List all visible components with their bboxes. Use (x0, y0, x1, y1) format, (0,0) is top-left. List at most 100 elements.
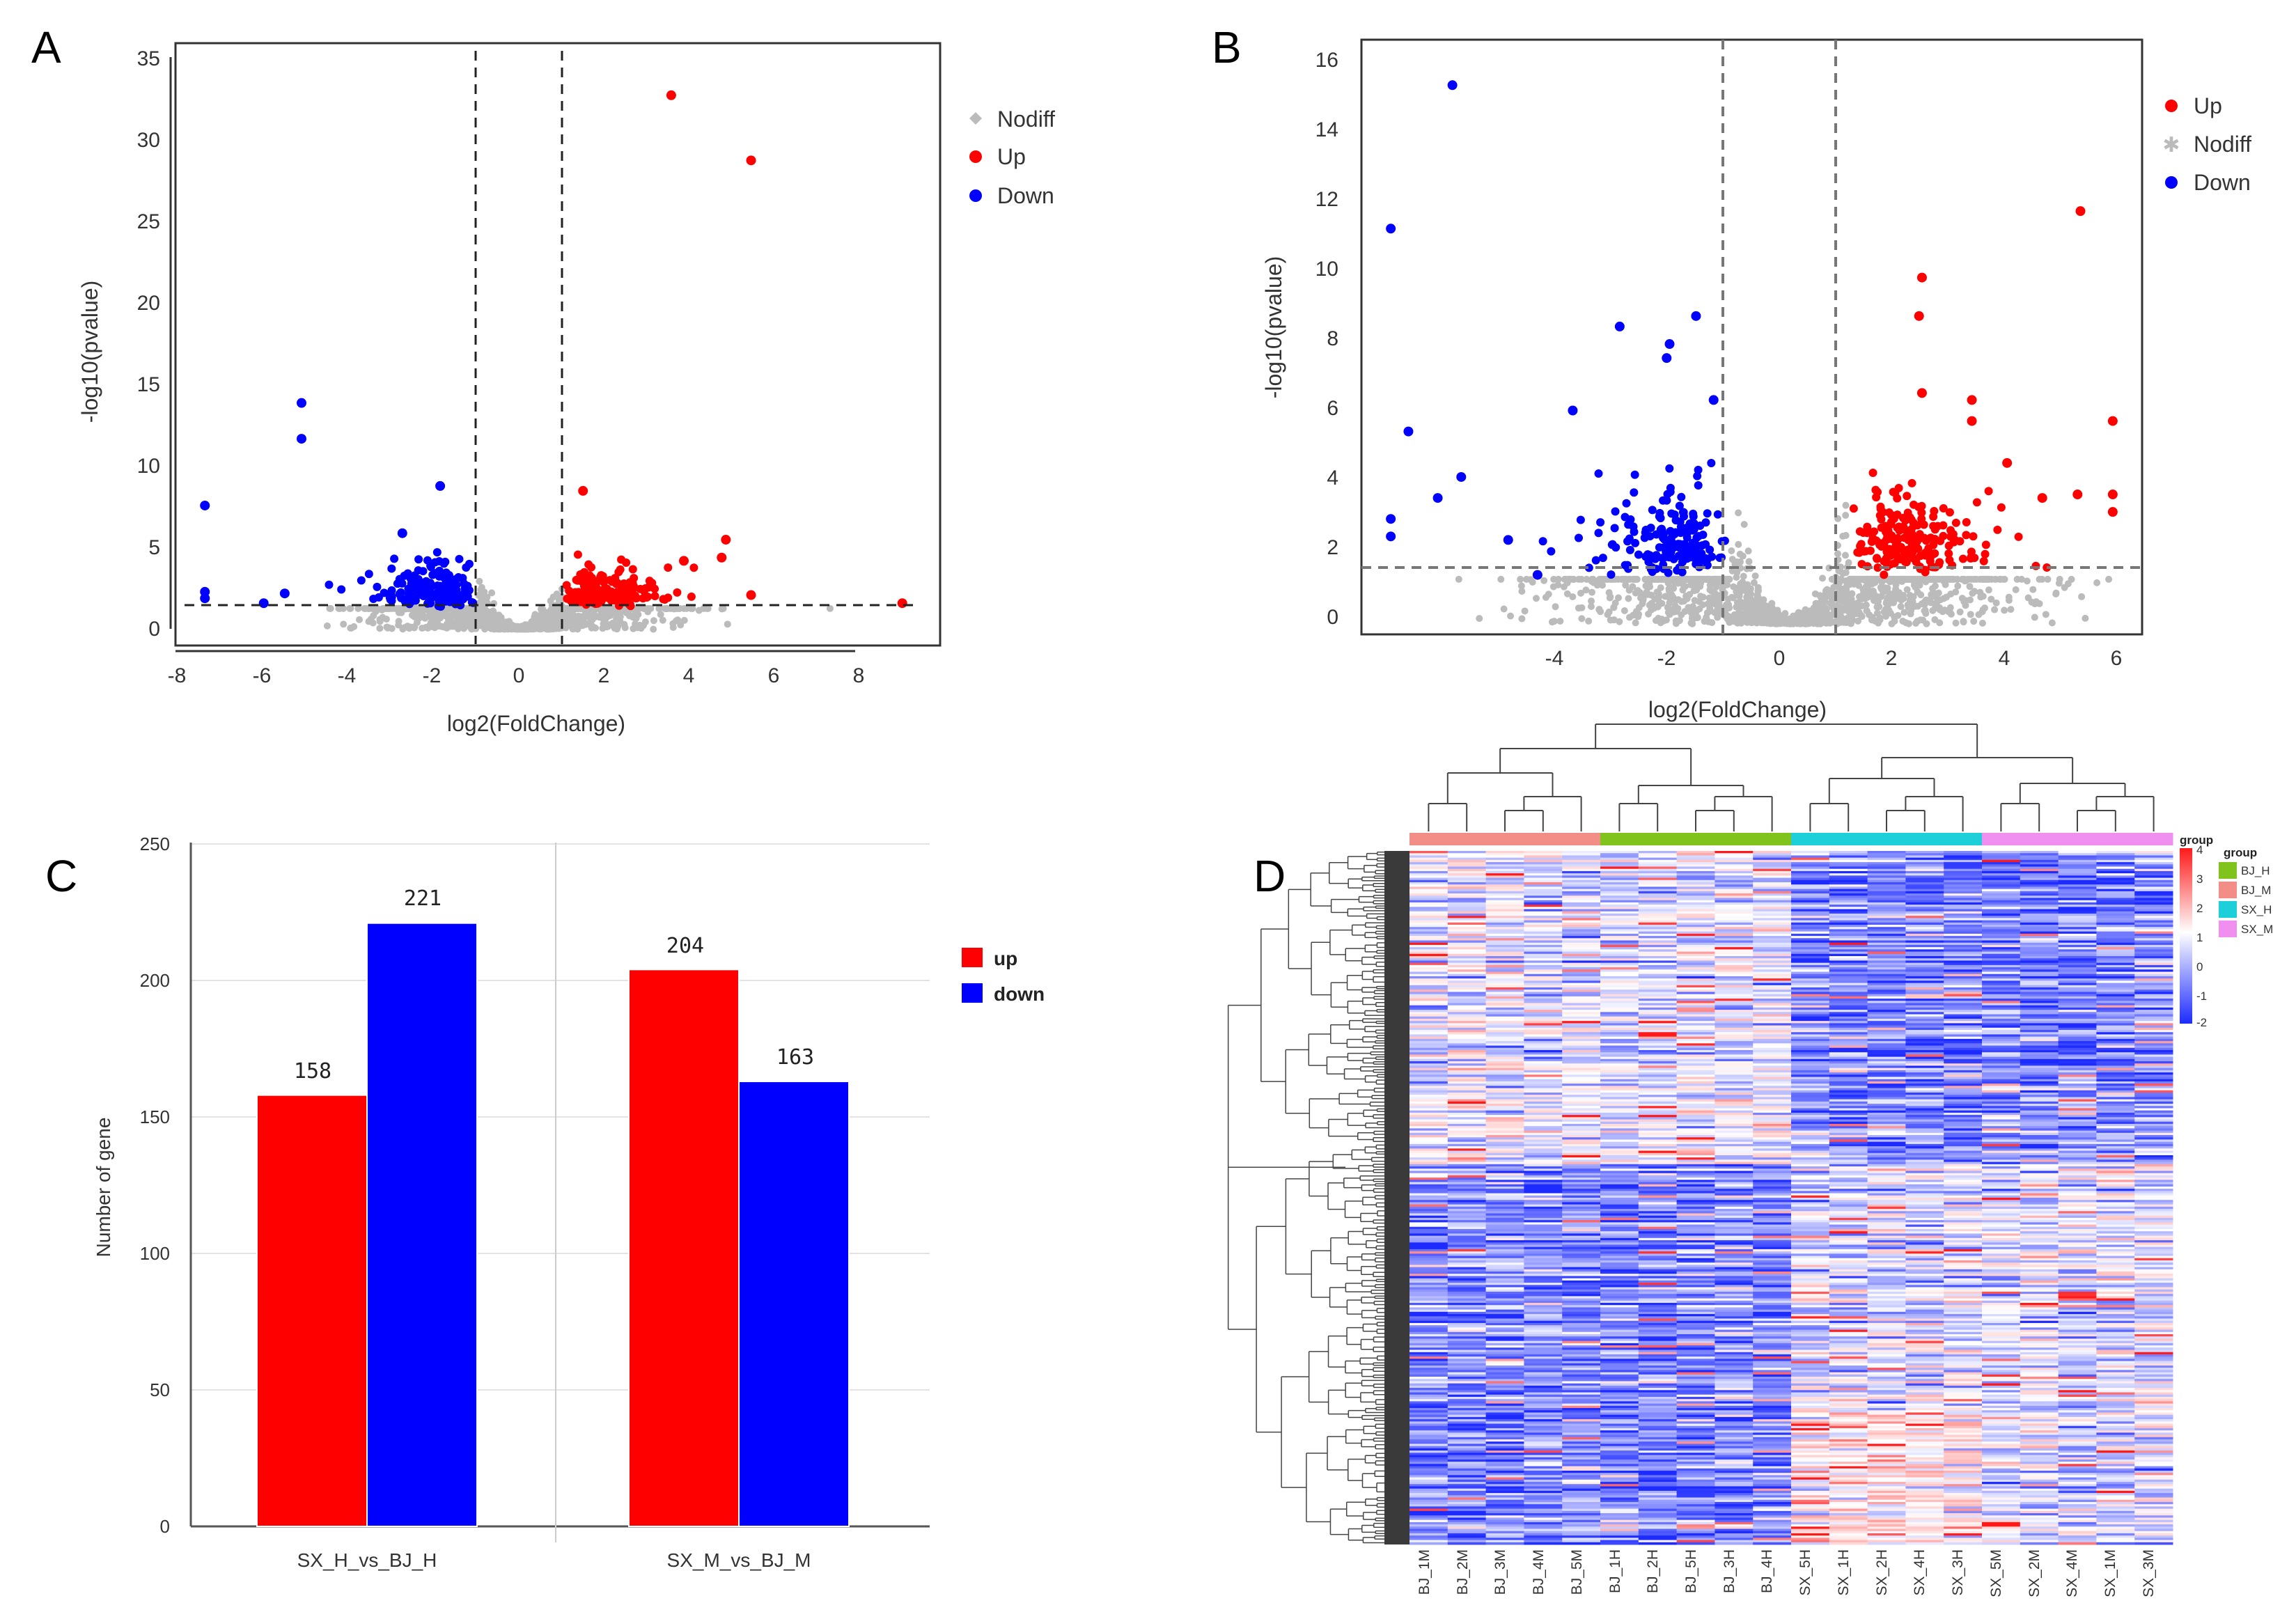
group-annotation-cell (1447, 833, 1487, 845)
heatmap-cell (1485, 891, 1524, 894)
nodiff-point (323, 622, 331, 629)
heatmap-cell (1982, 893, 2021, 896)
panel-b-ytick-label: 14 (1315, 118, 1338, 141)
panel-b-plot-frame (1360, 38, 2143, 636)
heatmap-cell (1867, 857, 1906, 861)
nodiff-point (630, 613, 637, 621)
panel-c-value-label-up-2: 204 (666, 934, 704, 958)
heatmap-cell (1753, 864, 1792, 867)
heatmap-cell (1638, 893, 1678, 896)
up-point (660, 595, 669, 604)
down-point (451, 592, 460, 601)
heatmap-cell (1638, 900, 1678, 903)
nodiff-point (1523, 575, 1531, 583)
heatmap-cell (2096, 873, 2135, 876)
heatmap-cell (1715, 870, 1754, 874)
heatmap-cell (2096, 905, 2135, 907)
heatmap-cell (1676, 866, 1715, 870)
group-annotation-cell (1562, 833, 1601, 845)
heatmap-cell (1715, 902, 1754, 905)
nodiff-point (1582, 586, 1590, 594)
heatmap-cell (1791, 877, 1830, 881)
heatmap-cell (1982, 875, 2021, 879)
heatmap-cell (1753, 877, 1792, 881)
heatmap-cell (1905, 884, 1944, 887)
nodiff-point (1939, 577, 1947, 585)
panel-a-xtick-label: 4 (683, 664, 695, 687)
heatmap-cell (1982, 884, 2021, 887)
panel-b-ytick-label: 2 (1327, 536, 1338, 559)
heatmap-cell (1791, 864, 1830, 867)
heatmap-cell (1791, 889, 1830, 892)
nodiff-point (1590, 579, 1598, 586)
nodiff-point (1877, 584, 1884, 591)
nodiff-point (1917, 591, 1925, 599)
heatmap-cell (2058, 893, 2097, 896)
down-point (1646, 532, 1655, 541)
heatmap-cell (1753, 893, 1792, 896)
heatmap-cell (1867, 884, 1906, 887)
heatmap-cell (1409, 866, 1448, 870)
heatmap-cell (1753, 886, 1792, 890)
heatmap-cell (1676, 857, 1715, 861)
down-point (1610, 524, 1619, 533)
heatmap-cell (1485, 900, 1524, 903)
heatmap-cell (1982, 879, 2021, 883)
nodiff-point (1907, 607, 1915, 614)
heatmap-cell (1753, 855, 1792, 859)
up-point (1936, 536, 1945, 545)
nodiff-point (1598, 575, 1606, 583)
panel-a-xtick-label: -2 (423, 664, 442, 687)
heatmap-cell (1676, 870, 1715, 874)
panel-b-ytick-label: 10 (1315, 258, 1338, 281)
nodiff-point (1653, 594, 1661, 602)
heatmap-cell (1409, 875, 1448, 879)
heatmap-cell (1676, 864, 1715, 867)
nodiff-point (395, 604, 403, 612)
heatmap-cell (1867, 859, 1906, 863)
nodiff-point (1871, 617, 1879, 625)
heatmap-cell (1867, 868, 1906, 872)
panel-a-legend-marker-nodiff (969, 112, 982, 125)
heatmap-cell (2096, 895, 2135, 898)
up-point (584, 560, 593, 569)
heatmap-cell (1753, 859, 1792, 863)
heatmap-cell (1982, 889, 2021, 892)
nodiff-point (1969, 589, 1976, 597)
heatmap-cell (1982, 877, 2021, 881)
heatmap-cell (1676, 855, 1715, 859)
heatmap-cell (1715, 873, 1754, 876)
heatmap-cell (2058, 864, 2097, 867)
heatmap-cell (1447, 889, 1487, 892)
down-point (455, 554, 464, 563)
heatmap-cell (1409, 859, 1448, 863)
nodiff-point (2001, 607, 2008, 614)
up-point (650, 592, 659, 601)
group-annotation-cell (1867, 833, 1906, 845)
down-point (406, 574, 415, 583)
panel-a-ytick-label: 15 (137, 373, 160, 396)
group-annotation-cell (2020, 833, 2059, 845)
heatmap-cell (1715, 851, 1754, 854)
heatmap-cell (1600, 907, 1639, 910)
up-point (578, 485, 588, 496)
heatmap-cell (2096, 886, 2135, 890)
nodiff-point (1842, 501, 1850, 509)
nodiff-point (1839, 533, 1847, 540)
nodiff-point (1916, 581, 1923, 589)
heatmap-cell (2020, 875, 2059, 879)
heatmap-cell (1447, 900, 1487, 903)
down-point (1634, 550, 1643, 559)
group-annotation-cell (1524, 833, 1563, 845)
down-point (439, 559, 448, 568)
nodiff-point (1914, 575, 1922, 583)
heatmap-cell (1905, 893, 1944, 896)
down-point (1386, 224, 1396, 234)
heatmap-cell (1676, 882, 1715, 885)
nodiff-point (1863, 607, 1871, 615)
heatmap-cell (1753, 900, 1792, 903)
nodiff-point (1891, 618, 1898, 625)
nodiff-point (1848, 618, 1855, 626)
heatmap-cell (1905, 864, 1944, 867)
heatmap-cell (1676, 859, 1715, 863)
